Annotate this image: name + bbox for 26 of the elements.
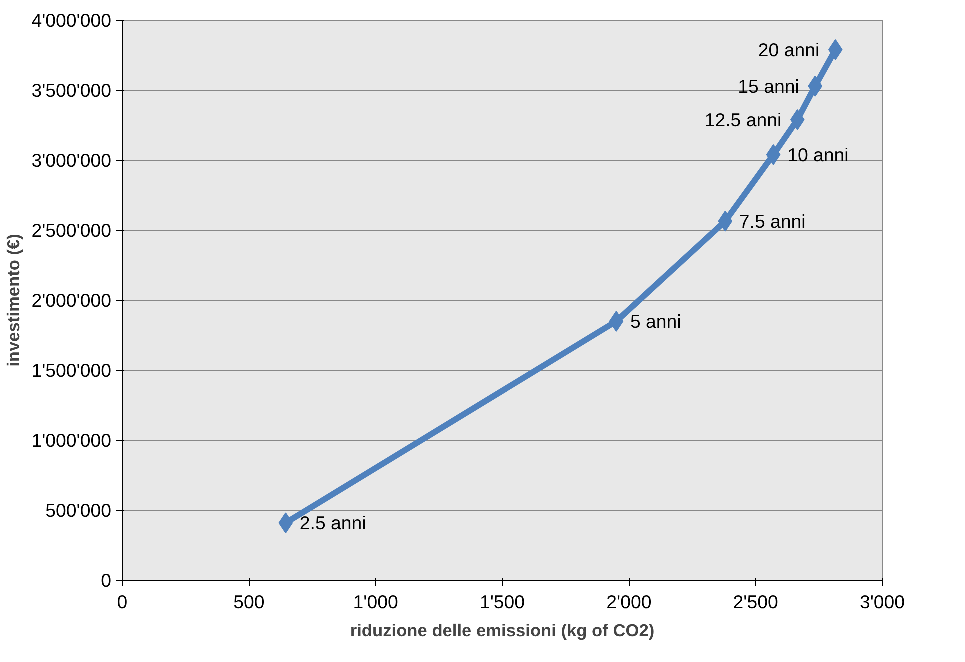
y-tick-label: 3'000'000 xyxy=(32,150,112,171)
y-tick-label: 0 xyxy=(101,570,112,591)
annotation: 15 anni xyxy=(738,76,800,97)
annotation: 5 anni xyxy=(630,311,682,332)
annotation: 10 anni xyxy=(788,144,849,166)
x-tick-label: 0 xyxy=(117,592,128,612)
annotation: 7.5 anni xyxy=(739,210,806,232)
x-axis-title: riduzione delle emissioni (kg of CO2) xyxy=(350,620,655,640)
y-axis-title: investimento (€) xyxy=(4,234,24,367)
annotation: 2.5 anni xyxy=(300,512,366,534)
y-tick-label: 4'000'000 xyxy=(32,10,112,31)
y-tick-label: 500'000 xyxy=(46,500,112,521)
x-tick-label: 3'000 xyxy=(860,592,906,612)
y-tick-label: 1'500'000 xyxy=(32,360,112,381)
x-tick-label: 1'500 xyxy=(480,592,526,612)
x-tick-label: 500 xyxy=(234,592,265,612)
annotation: 20 anni xyxy=(758,39,820,60)
x-tick-label: 2'000 xyxy=(606,592,652,612)
point xyxy=(609,311,624,332)
y-tick-label: 1'000'000 xyxy=(32,430,112,451)
y-tick-label: 2'000'000 xyxy=(32,290,112,311)
x-tick-label: 1'000 xyxy=(353,592,398,612)
annotation: 12.5 anni xyxy=(704,109,782,130)
x-tick-label: 2'500 xyxy=(733,592,778,612)
y-tick-label: 3'500'000 xyxy=(32,80,112,101)
y-tick-label: 2'500'000 xyxy=(32,220,112,241)
